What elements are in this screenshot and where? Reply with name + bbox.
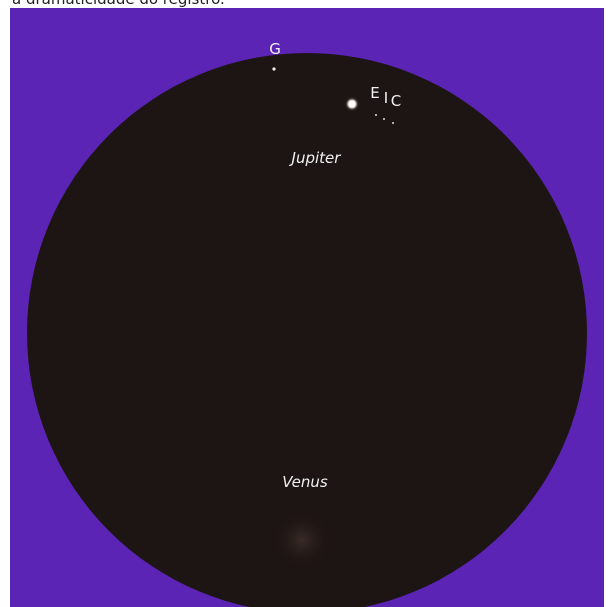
page: {"caption": "a dramaticidade do registro… bbox=[0, 0, 614, 607]
caption: a dramaticidade do registro. bbox=[12, 0, 225, 8]
moon-label: G bbox=[269, 40, 281, 58]
venus-glow bbox=[272, 510, 332, 570]
moon-label: C bbox=[391, 92, 401, 110]
moon-dot bbox=[392, 122, 394, 124]
moon-label: E bbox=[370, 84, 379, 102]
moon-dot bbox=[383, 118, 385, 120]
scene: a dramaticidade do registro. G E I C Jup… bbox=[0, 0, 614, 607]
moon-dot bbox=[375, 114, 377, 116]
venus-label: Venus bbox=[282, 473, 328, 491]
jupiter-disk bbox=[349, 101, 356, 108]
moon-dot bbox=[272, 67, 275, 70]
jupiter-label: Jupiter bbox=[289, 149, 342, 167]
moon-label: I bbox=[384, 89, 388, 107]
